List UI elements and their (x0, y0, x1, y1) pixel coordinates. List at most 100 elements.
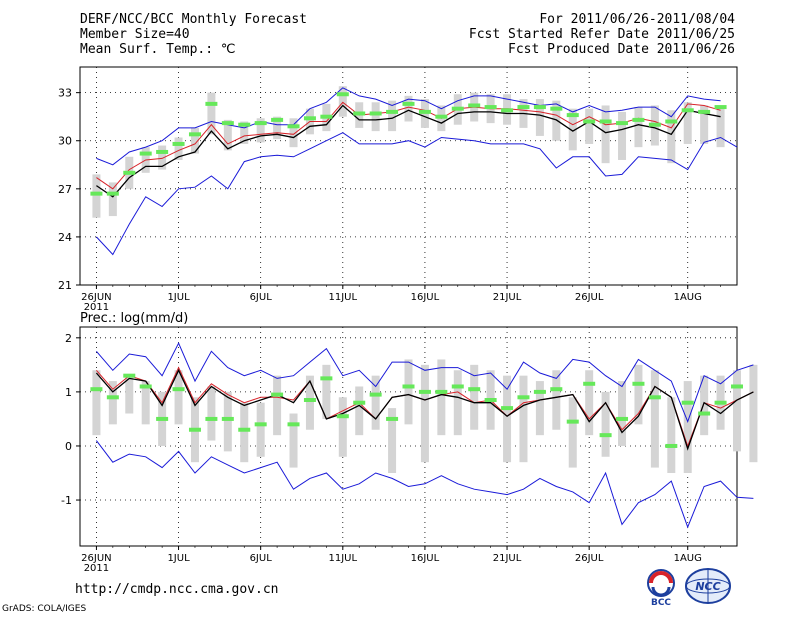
observed-marker (435, 114, 448, 119)
observed-marker (386, 416, 399, 421)
ensemble-box (125, 375, 134, 414)
source-url: http://cmdp.ncc.cma.gov.cn (75, 582, 279, 597)
ensemble-box (453, 370, 462, 436)
x-tick-label: 1AUG (674, 553, 702, 564)
observed-marker (698, 411, 711, 416)
ensemble-box (240, 121, 249, 144)
bcc-logo-text: BCC (651, 598, 671, 607)
year-label: 2011 (84, 563, 109, 574)
y-tick-label: -1 (61, 494, 72, 507)
ensemble-box (158, 145, 167, 170)
observed-marker (731, 384, 743, 389)
observed-marker (172, 141, 185, 146)
ensemble-box (503, 375, 512, 463)
observed-marker (533, 389, 546, 394)
variable-label: Mean Surf. Temp.: ℃ (80, 42, 236, 57)
ensemble-box (388, 408, 397, 473)
ensemble-box (733, 370, 741, 452)
ensemble-box (585, 108, 594, 144)
ensemble-box (92, 174, 101, 218)
observed-marker (320, 376, 333, 381)
observed-marker (451, 106, 464, 111)
ensemble-box (437, 359, 446, 436)
observed-marker (665, 119, 678, 124)
observed-marker (517, 105, 530, 110)
observed-marker (205, 416, 218, 421)
ensemble-box (585, 370, 594, 436)
ensemble-box (634, 364, 643, 425)
ensemble-box (92, 370, 101, 436)
observed-marker (632, 381, 645, 386)
produced-date: Fcst Produced Date 2011/06/26 (508, 42, 735, 57)
observed-marker (303, 398, 316, 402)
ensemble-box (338, 397, 347, 457)
x-tick-label: 26JUN (81, 292, 111, 303)
x-tick-label: 26JUL (575, 292, 604, 303)
observed-marker (533, 105, 546, 110)
x-tick-label: 16JUL (411, 553, 440, 564)
observed-marker (156, 416, 169, 421)
observed-marker (632, 117, 645, 122)
ncc-logo-text: NCC (695, 580, 720, 593)
observed-marker (221, 121, 234, 126)
x-tick-label: 26JUL (575, 553, 604, 564)
ensemble-box (256, 402, 265, 457)
observed-marker (714, 105, 727, 110)
y-tick-label: 1 (65, 386, 72, 399)
observed-marker (550, 106, 563, 111)
ensemble-box (535, 99, 544, 136)
ensemble-box (667, 110, 676, 164)
observed-marker (188, 132, 201, 137)
observed-marker (484, 105, 497, 110)
y-tick-label: 2 (65, 332, 72, 345)
observed-marker (320, 114, 333, 119)
ensemble-box (519, 375, 528, 463)
member-size-label: Member Size=40 (80, 27, 190, 42)
year-label: 2011 (84, 302, 109, 313)
ensemble-box (683, 381, 692, 473)
observed-marker (648, 395, 661, 400)
observed-marker (402, 384, 415, 389)
ensemble-box (371, 102, 380, 132)
ensemble-box (535, 381, 544, 436)
observed-marker (106, 191, 119, 196)
observed-marker (156, 149, 169, 154)
ensemble-box (667, 397, 676, 473)
series-min-line (96, 132, 738, 256)
observed-marker (418, 389, 431, 394)
panel-temp: 26JUN 1JUL 6JUL 11JUL 16JUL 21JUL 26JUL 1AUG 201… (58, 66, 738, 313)
observed-marker (369, 392, 382, 397)
x-tick-label: 11JUL (329, 292, 358, 303)
observed-marker (336, 92, 349, 97)
observed-marker (254, 121, 267, 126)
start-refer-date: Fcst Started Refer Date 2011/06/25 (468, 27, 735, 42)
ensemble-box (420, 364, 429, 463)
ensemble-box (207, 92, 216, 135)
observed-marker (681, 108, 694, 113)
x-tick-label: 21JUL (493, 553, 522, 564)
x-tick-label: 26JUN (81, 553, 111, 564)
x-tick-label: 1AUG (674, 292, 702, 303)
observed-marker (648, 122, 661, 127)
observed-marker (517, 395, 530, 400)
observed-marker (106, 395, 119, 400)
observed-marker (205, 101, 218, 106)
ensemble-box (289, 118, 298, 148)
observed-marker (287, 124, 300, 129)
observed-marker (402, 101, 415, 106)
observed-marker (550, 387, 563, 392)
ensemble-box (305, 375, 314, 430)
ensemble-box (174, 370, 183, 425)
observed-marker (386, 109, 399, 114)
observed-marker (353, 111, 366, 116)
ensemble-box (223, 119, 232, 151)
observed-marker (451, 384, 464, 389)
observed-marker (139, 384, 152, 389)
ensemble-box (749, 364, 758, 463)
observed-marker (287, 422, 300, 427)
ensemble-box (273, 375, 282, 436)
observed-marker (90, 191, 103, 196)
observed-marker (435, 389, 448, 394)
observed-marker (616, 121, 629, 126)
y-tick-label: 30 (58, 135, 72, 148)
